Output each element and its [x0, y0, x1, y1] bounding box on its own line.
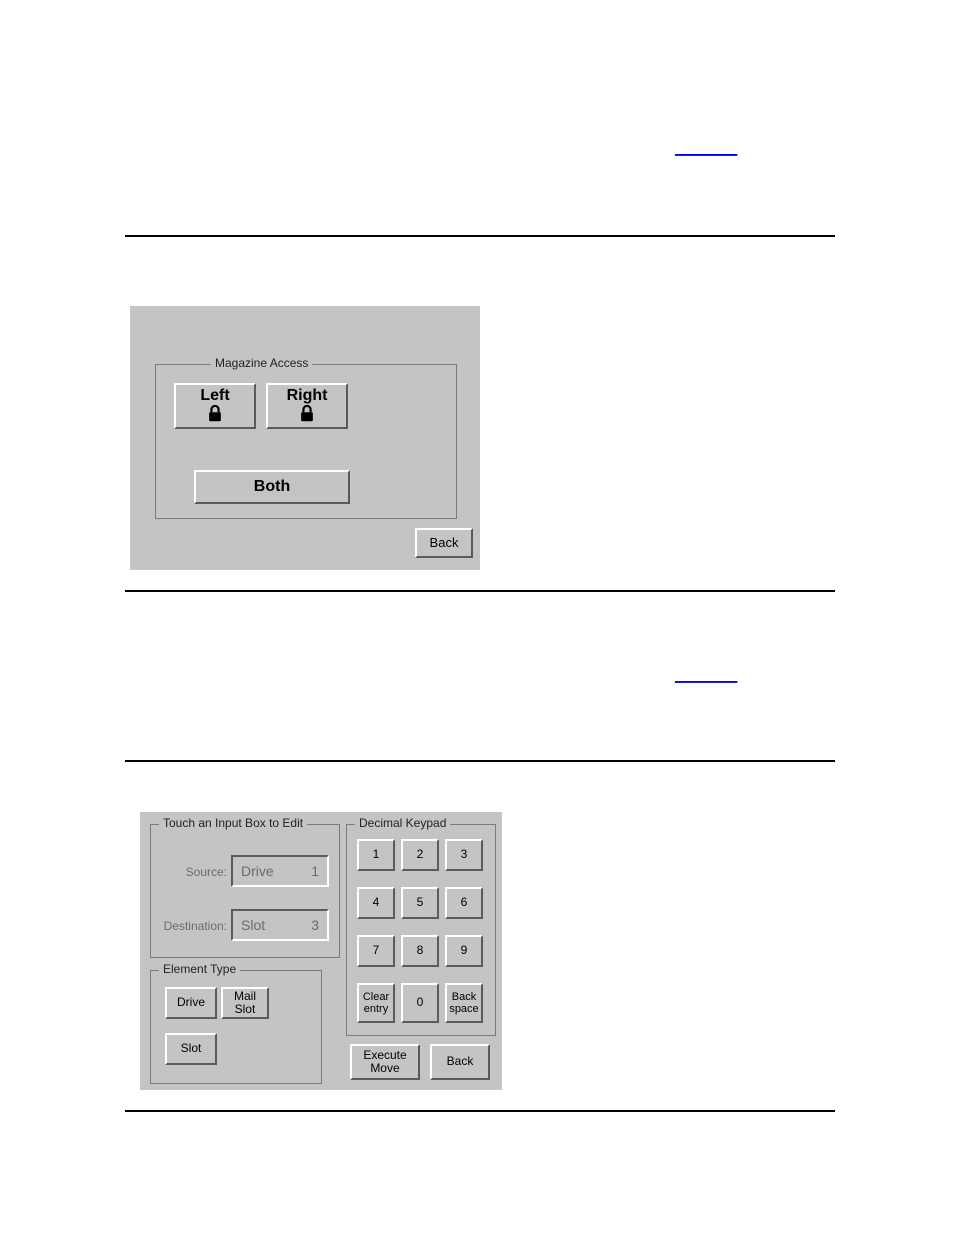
- source-label: Source:: [151, 865, 227, 879]
- right-magazine-button[interactable]: Right: [266, 383, 348, 429]
- both-magazine-label: Both: [254, 478, 290, 496]
- keypad-6-label: 6: [461, 896, 468, 909]
- move-back-label: Back: [447, 1055, 474, 1068]
- keypad-9-label: 9: [461, 944, 468, 957]
- keypad-7-button[interactable]: 7: [357, 935, 395, 967]
- element-slot-button[interactable]: Slot: [165, 1033, 217, 1065]
- element-type-group-title: Element Type: [159, 962, 240, 976]
- keypad-6-button[interactable]: 6: [445, 887, 483, 919]
- element-type-group: Element Type Drive Mail Slot Slot: [150, 970, 322, 1084]
- element-drive-label: Drive: [177, 996, 205, 1009]
- destination-type-value: Slot: [241, 917, 265, 933]
- input-box-group: Touch an Input Box to Edit Source: Drive…: [150, 824, 340, 958]
- keypad-2-button[interactable]: 2: [401, 839, 439, 871]
- keypad-5-label: 5: [417, 896, 424, 909]
- magazine-access-group: Magazine Access Left Right: [155, 364, 457, 519]
- element-mailslot-label: Mail Slot: [234, 990, 256, 1016]
- destination-label: Destination:: [151, 919, 227, 933]
- execute-move-button[interactable]: Execute Move: [350, 1044, 420, 1080]
- mid-link[interactable]: ________: [675, 667, 737, 683]
- keypad-8-label: 8: [417, 944, 424, 957]
- decimal-keypad-group: Decimal Keypad 1 2 3 4 5 6 7 8 9 Clear e…: [346, 824, 496, 1036]
- source-type-value: Drive: [241, 863, 274, 879]
- left-magazine-label: Left: [200, 387, 229, 405]
- keypad-5-button[interactable]: 5: [401, 887, 439, 919]
- decimal-keypad-group-title: Decimal Keypad: [355, 816, 450, 830]
- keypad-3-label: 3: [461, 848, 468, 861]
- lock-icon: [206, 405, 224, 425]
- keypad-backspace-button[interactable]: Back space: [445, 983, 483, 1023]
- destination-input[interactable]: Slot 3: [231, 909, 329, 941]
- element-drive-button[interactable]: Drive: [165, 987, 217, 1019]
- destination-num-value: 3: [311, 917, 319, 933]
- keypad-4-button[interactable]: 4: [357, 887, 395, 919]
- keypad-0-label: 0: [417, 996, 424, 1009]
- input-box-group-title: Touch an Input Box to Edit: [159, 816, 307, 830]
- keypad-4-label: 4: [373, 896, 380, 909]
- keypad-1-label: 1: [373, 848, 380, 861]
- back-button[interactable]: Back: [415, 528, 473, 558]
- keypad-3-button[interactable]: 3: [445, 839, 483, 871]
- source-num-value: 1: [311, 863, 319, 879]
- magazine-access-panel: Magazine Access Left Right: [130, 306, 480, 570]
- keypad-7-label: 7: [373, 944, 380, 957]
- source-input[interactable]: Drive 1: [231, 855, 329, 887]
- keypad-2-label: 2: [417, 848, 424, 861]
- element-slot-label: Slot: [181, 1042, 202, 1055]
- execute-move-label: Execute Move: [363, 1049, 406, 1075]
- both-magazine-button[interactable]: Both: [194, 470, 350, 504]
- lock-icon: [298, 405, 316, 425]
- top-link[interactable]: ________: [675, 140, 737, 156]
- move-media-panel: Touch an Input Box to Edit Source: Drive…: [140, 812, 502, 1090]
- keypad-9-button[interactable]: 9: [445, 935, 483, 967]
- keypad-1-button[interactable]: 1: [357, 839, 395, 871]
- back-label: Back: [430, 536, 459, 550]
- magazine-access-group-title: Magazine Access: [211, 356, 312, 370]
- keypad-clear-label: Clear entry: [363, 991, 389, 1015]
- keypad-clear-button[interactable]: Clear entry: [357, 983, 395, 1023]
- left-magazine-button[interactable]: Left: [174, 383, 256, 429]
- keypad-0-button[interactable]: 0: [401, 983, 439, 1023]
- right-magazine-label: Right: [287, 387, 328, 405]
- element-mailslot-button[interactable]: Mail Slot: [221, 987, 269, 1019]
- keypad-8-button[interactable]: 8: [401, 935, 439, 967]
- move-back-button[interactable]: Back: [430, 1044, 490, 1080]
- keypad-backspace-label: Back space: [449, 991, 478, 1015]
